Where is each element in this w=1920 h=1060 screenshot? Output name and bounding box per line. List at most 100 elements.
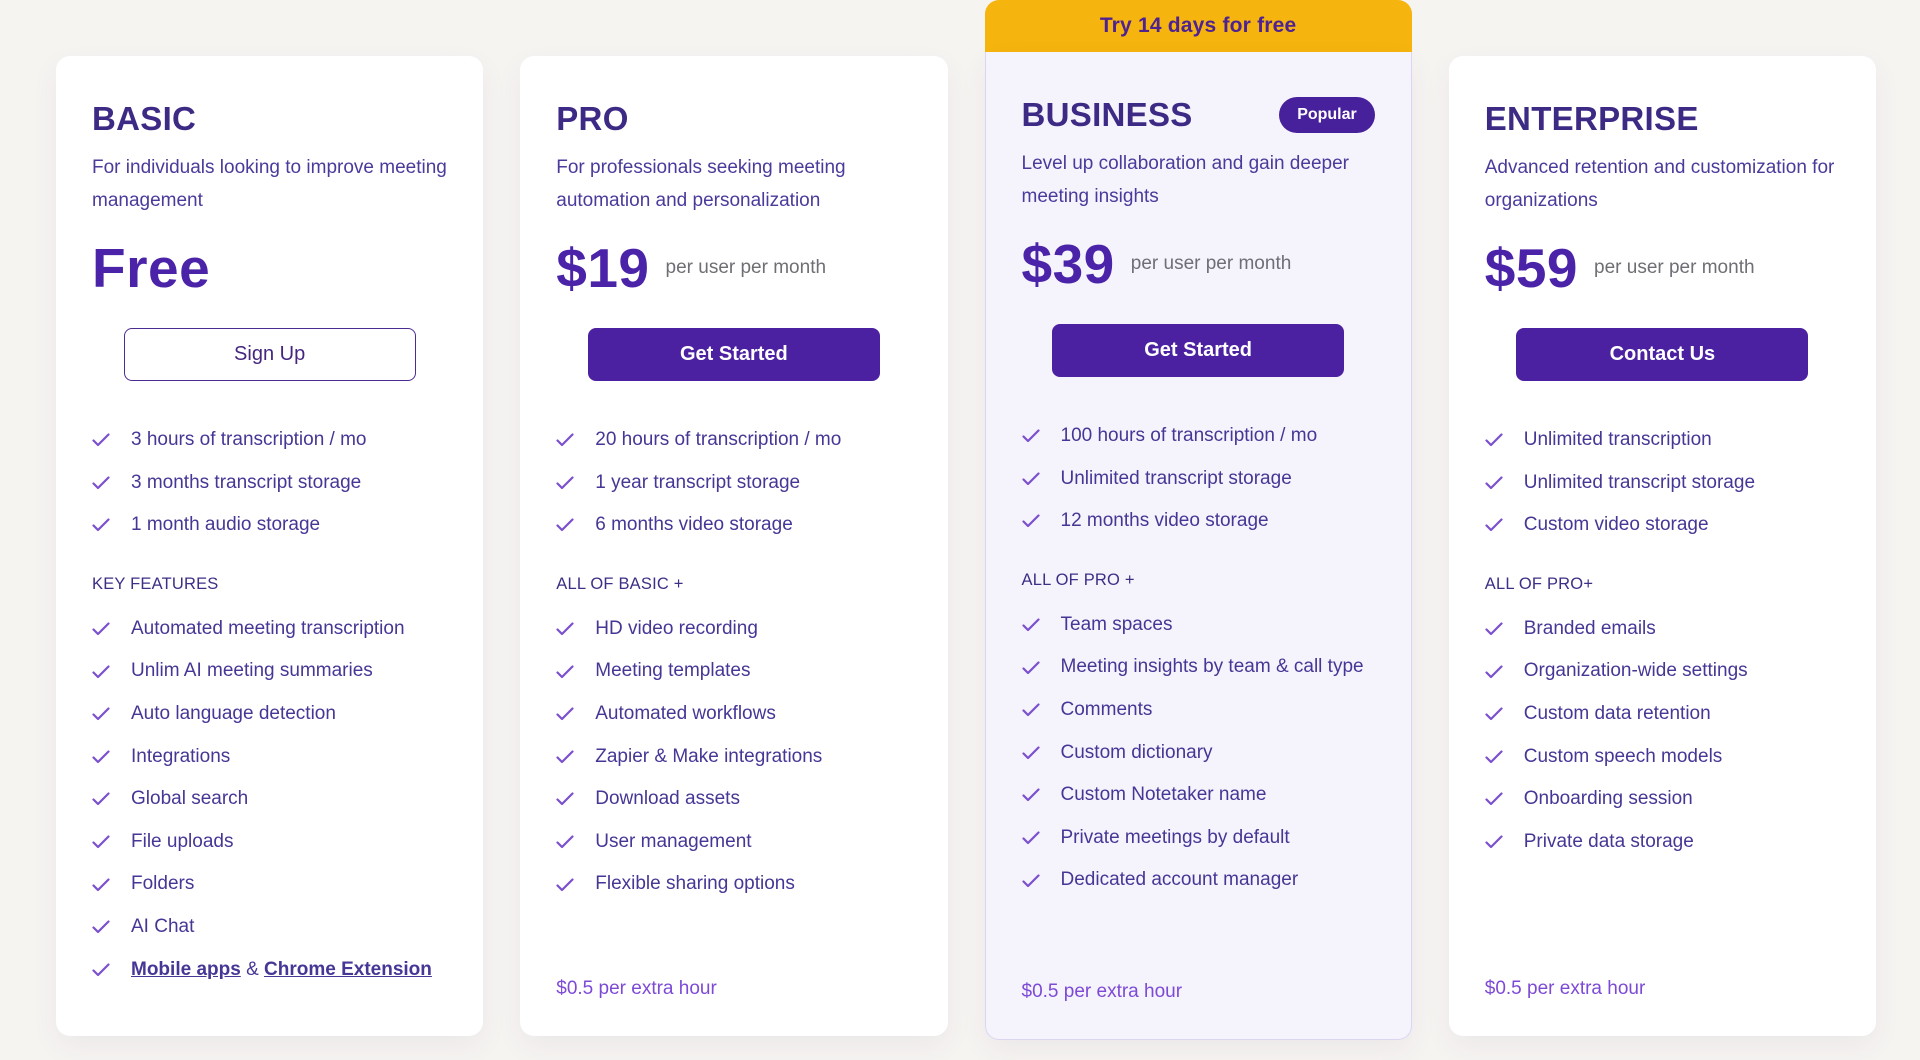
check-icon xyxy=(556,707,574,721)
feature-item: Integrations xyxy=(92,736,447,779)
check-icon xyxy=(92,476,110,490)
feature-text: Onboarding session xyxy=(1523,788,1693,810)
feature-text: Automated meeting transcription xyxy=(131,617,405,639)
feature-item: Custom dictionary xyxy=(1021,732,1375,775)
feature-text: Dedicated account manager xyxy=(1060,869,1299,891)
check-icon xyxy=(92,665,110,679)
feature-text: Custom data retention xyxy=(1523,702,1711,724)
feature-item: Zapier & Make integrations xyxy=(556,736,911,779)
price-row: Free xyxy=(92,232,447,304)
feature-text: Organization-wide settings xyxy=(1523,660,1748,682)
feature-text: Custom speech models xyxy=(1523,745,1723,767)
feature-text: Branded emails xyxy=(1523,617,1656,639)
feature-text: Integrations xyxy=(131,745,231,767)
card-header: BASIC xyxy=(92,100,447,138)
feature-text: Auto language detection xyxy=(131,702,336,724)
key-features-list: Branded emails Organization-wide setting… xyxy=(1485,608,1840,864)
feature-item: Custom video storage xyxy=(1485,504,1840,547)
check-icon xyxy=(92,518,110,532)
feature-text: Zapier & Make integrations xyxy=(595,745,823,767)
feature-text: HD video recording xyxy=(595,617,758,639)
extra-hour-note: $0.5 per extra hour xyxy=(556,978,717,999)
cta-button-pro[interactable]: Get Started xyxy=(587,328,880,381)
feature-text: Custom dictionary xyxy=(1060,741,1213,763)
cta-button-basic[interactable]: Sign Up xyxy=(123,328,416,381)
feature-link[interactable]: Chrome Extension xyxy=(264,958,432,980)
feature-item: AI Chat xyxy=(92,906,447,949)
check-icon xyxy=(556,665,574,679)
card-header: BUSINESS Popular xyxy=(1022,96,1375,134)
feature-link[interactable]: Mobile apps xyxy=(131,958,241,980)
pricing-card: BUSINESS Popular Level up collaboration … xyxy=(984,52,1412,1040)
features-section-label: ALL OF BASIC + xyxy=(556,574,684,593)
feature-text: Unlimited transcription xyxy=(1523,429,1712,450)
check-icon xyxy=(556,835,574,849)
check-icon xyxy=(556,433,574,447)
feature-item: Branded emails xyxy=(1485,608,1840,651)
plan-description: For individuals looking to improve meeti… xyxy=(92,157,447,211)
popular-badge: Popular xyxy=(1279,97,1375,133)
feature-item: Meeting templates xyxy=(556,650,911,693)
features-section-label: KEY FEATURES xyxy=(92,574,219,593)
cta-button-enterprise[interactable]: Contact Us xyxy=(1516,328,1809,381)
feature-text: Flexible sharing options xyxy=(595,873,795,895)
tier-features-list: 20 hours of transcription / mo 1 year tr… xyxy=(556,419,911,547)
features-section-label: ALL OF PRO+ xyxy=(1484,574,1594,593)
feature-item: 12 months video storage xyxy=(1021,500,1375,543)
check-icon xyxy=(1021,788,1040,802)
feature-item: 3 months transcript storage xyxy=(92,462,447,505)
check-icon xyxy=(1021,831,1040,845)
feature-text: File uploads xyxy=(131,830,234,852)
feature-text: Mobile apps & Chrome Extension xyxy=(131,957,432,984)
price-period: per user per month xyxy=(1130,253,1292,274)
key-features-list: HD video recording Meeting templates Aut… xyxy=(556,608,911,906)
feature-text: 100 hours of transcription / mo xyxy=(1060,425,1318,446)
feature-text: 1 year transcript storage xyxy=(595,471,801,493)
check-icon xyxy=(1021,472,1040,486)
check-icon xyxy=(92,920,110,934)
check-icon xyxy=(1485,835,1503,849)
feature-text: 1 month audio storage xyxy=(131,514,321,536)
extra-hour-note: $0.5 per extra hour xyxy=(1484,978,1646,999)
feature-text: Automated workflows xyxy=(595,702,776,724)
feature-item: Automated workflows xyxy=(556,693,911,736)
check-icon xyxy=(92,750,110,764)
feature-item: Meeting insights by team & call type xyxy=(1021,646,1375,689)
plan-name: PRO xyxy=(556,100,629,137)
plan-name: BUSINESS xyxy=(1021,96,1193,133)
feature-item: 1 year transcript storage xyxy=(556,462,911,505)
tier-features-list: Unlimited transcription Unlimited transc… xyxy=(1485,419,1840,547)
feature-text: 3 hours of transcription / mo xyxy=(131,429,367,450)
card-header: ENTERPRISE xyxy=(1485,100,1840,138)
cta-button-business[interactable]: Get Started xyxy=(1052,324,1345,377)
feature-text: Global search xyxy=(131,788,249,810)
feature-text: 12 months video storage xyxy=(1060,510,1269,532)
check-icon xyxy=(556,476,574,490)
feature-text: Meeting templates xyxy=(595,660,751,682)
feature-item: Custom data retention xyxy=(1485,693,1840,736)
check-icon xyxy=(1021,874,1040,888)
check-icon xyxy=(1021,746,1040,760)
feature-item: Folders xyxy=(92,863,447,906)
check-icon xyxy=(1485,476,1503,490)
check-icon xyxy=(1021,618,1040,632)
check-icon xyxy=(556,878,574,892)
feature-item: Unlimited transcript storage xyxy=(1485,462,1840,505)
check-icon xyxy=(1021,429,1040,443)
feature-text: Download assets xyxy=(595,788,740,810)
key-features-list: Team spaces Meeting insights by team & c… xyxy=(1021,604,1375,902)
plan-column-pro: PRO For professionals seeking meeting au… xyxy=(520,0,948,1040)
feature-text-part: & xyxy=(240,958,265,980)
check-icon xyxy=(1485,665,1503,679)
feature-text: User management xyxy=(595,830,752,852)
check-icon xyxy=(92,792,110,806)
feature-text: Meeting insights by team & call type xyxy=(1060,656,1364,678)
feature-item: Private data storage xyxy=(1485,821,1840,864)
plan-column-business: Try 14 days for free BUSINESS Popular Le… xyxy=(984,0,1412,1040)
feature-item: Custom Notetaker name xyxy=(1021,774,1375,817)
features-section-label: ALL OF PRO + xyxy=(1021,570,1135,589)
price-row: $39 per user per month xyxy=(1022,228,1375,300)
extra-hour-note: $0.5 per extra hour xyxy=(1021,981,1183,1002)
plan-name: ENTERPRISE xyxy=(1484,100,1699,137)
